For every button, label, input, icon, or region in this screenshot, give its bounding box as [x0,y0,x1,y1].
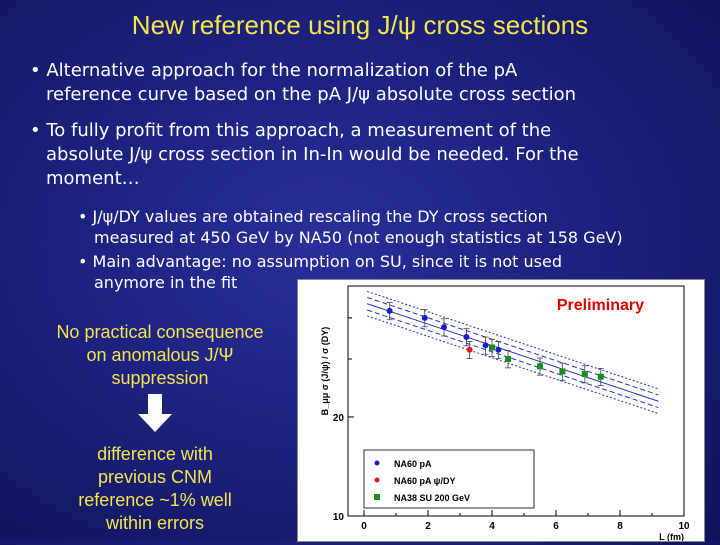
note-line: within errors [105,513,205,533]
slide-title: New reference using J/ψ cross sections [131,10,589,40]
data-point [463,333,470,340]
chart-panel: Preliminary 0 2 4 6 8 10 10 20 L (fm) B_μμ σ (J/ψ… [297,279,705,542]
data-point [505,356,511,363]
fit-band-line [367,315,659,414]
plot-frame [347,285,685,517]
data-point [421,314,428,321]
sub-bullet-line: measured at 450 GeV by NA50 (not enough … [94,228,623,247]
y-tick-label: 10 [333,512,345,523]
legend-marker [374,477,380,483]
note-difference: difference with previous CNM reference ~… [30,443,280,535]
bullet-line: reference curve based on the pA J/ψ abso… [46,84,577,105]
sub-bullet-line: • J/ψ/DY values are obtained rescaling t… [78,207,548,226]
sub-bullet-line: • Main advantage: no assumption on SU, s… [78,252,562,271]
bullet-line: absolute J/ψ cross section in In-In woul… [46,144,579,165]
x-tick-label: 2 [425,521,431,532]
fit-line [367,303,659,402]
bullet-fully-profit: • To fully profit from this approach, a … [30,119,700,191]
data-point [495,346,502,353]
note-line: reference ~1% well [78,490,232,510]
note-line: difference with [97,444,213,464]
sub-bullet-main-advantage: • Main advantage: no assumption on SU, s… [78,251,708,293]
y-axis-label: B_μμ σ (J/ψ) / σ (DY) [320,327,330,416]
note-line: previous CNM [97,467,213,487]
data-point [386,307,393,314]
sub-bullet-rescaling: • J/ψ/DY values are obtained rescaling t… [78,206,708,248]
bullet-line: • To fully profit from this approach, a … [30,120,552,141]
x-tick-label: 4 [489,521,495,532]
x-tick-label: 0 [361,521,367,532]
legend-marker [374,494,380,500]
legend-label: NA38 SU 200 GeV [394,493,470,503]
note-line: suppression [111,368,209,388]
data-point [581,371,588,378]
chart-svg: 0 2 4 6 8 10 10 20 L (fm) B_μμ σ (J/ψ) / σ (DY) NA… [320,285,690,542]
bullet-line: moment… [46,168,140,189]
data-point [466,346,473,353]
x-tick-label: 6 [553,521,559,532]
y-tick-label: 20 [333,413,345,424]
legend-marker [374,460,380,466]
data-point [537,363,543,370]
data-point [441,324,447,331]
legend-box [363,449,535,509]
down-arrow-icon [138,394,172,432]
bullet-alternative-approach: • Alternative approach for the normaliza… [30,59,690,107]
data-point [559,368,566,375]
data-point [482,342,489,349]
data-point [597,373,604,380]
fit-band-line [367,296,659,396]
legend-label: NA60 pA ψ/DY [394,476,455,486]
note-line: on anomalous J/Ψ [86,345,234,365]
bullet-line: • Alternative approach for the normaliza… [30,60,518,81]
preliminary-label: Preliminary [556,297,644,314]
x-tick-label: 8 [617,521,623,532]
sub-bullet-line: anymore in the fit [94,273,238,292]
legend-label: NA60 pA [394,459,432,469]
data-point [489,344,495,351]
fit-band-line [367,290,659,390]
x-tick-label: 10 [678,521,690,532]
fit-band-line [367,309,659,409]
note-no-practical-consequence: No practical consequence on anomalous J/… [20,321,300,390]
x-axis-label: L (fm) [659,532,684,541]
note-line: No practical consequence [56,322,264,342]
